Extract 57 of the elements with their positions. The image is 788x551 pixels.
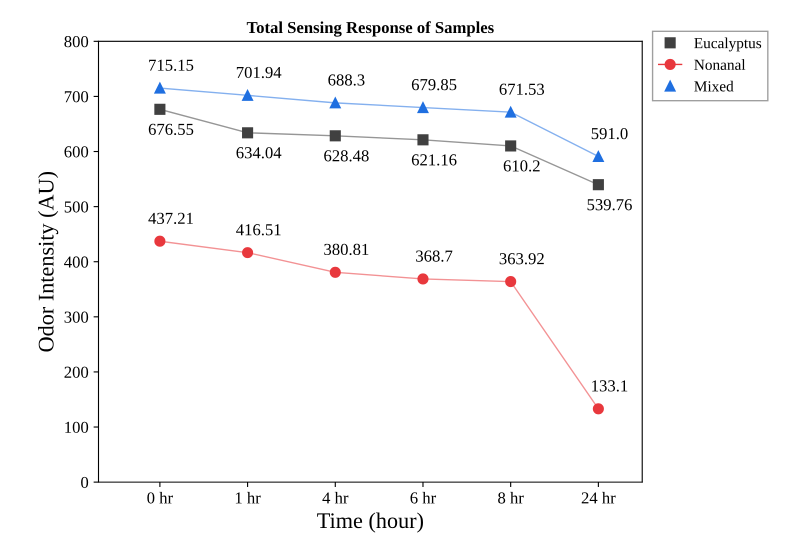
data-label: 380.81 [324,244,368,256]
y-tick-label: 800 [64,36,88,48]
data-label: 671.53 [500,84,544,95]
point [242,90,254,101]
point [154,104,166,115]
y-tick-label: 400 [64,256,88,268]
y-tick-label: 700 [64,91,88,102]
data-label: 416.51 [236,224,281,236]
legend-label: Nonanal [694,59,746,70]
x-tick-label: 1 hr [236,492,261,504]
x-tick-label: 24 hr [582,492,616,504]
data-label: 688.3 [328,74,364,86]
point [242,247,254,258]
y-tick-label: 600 [64,146,88,158]
point [592,179,604,190]
legend-label: Mixed [694,80,734,92]
point [330,97,341,108]
point [417,273,429,285]
x-tick-label: 8 hr [498,492,524,504]
point [154,82,166,94]
point [330,130,341,142]
point [505,140,516,152]
y-tick-label: 0 [81,476,88,488]
y-tick-label: 100 [65,422,88,433]
point [330,266,341,278]
y-tick-label: 500 [64,201,88,213]
data-label: 591.0 [592,128,628,140]
data-label: 437.21 [148,212,193,224]
chart-title: Total Sensing Response of Samples [246,21,494,37]
point [505,276,516,288]
x-tick-label: 4 hr [322,492,348,504]
data-label: 679.85 [412,79,456,90]
data-label: 363.92 [500,253,544,264]
data-label: 368.7 [416,250,452,262]
point [592,403,604,414]
point [154,236,166,247]
y-axis-title: Odor Intensity (AU) [38,172,58,352]
legend-label: Eucalyptus [694,38,762,52]
y-tick-label: 300 [64,312,88,323]
data-label: 610.2 [504,160,540,172]
y-tick-label: 200 [64,366,88,378]
point [417,102,429,114]
data-label: 621.16 [412,154,457,166]
point [505,106,516,118]
data-label: 539.76 [588,199,632,210]
data-label: 634.04 [236,147,282,158]
point [592,150,604,162]
data-label: 676.55 [148,124,194,136]
point [242,127,254,138]
x-tick-label: 6 hr [410,492,436,504]
data-label: 628.48 [324,150,369,162]
data-label: 701.94 [236,66,282,78]
x-axis-title: Time (hour) [317,512,423,533]
point [417,134,429,146]
data-label: 133.1 [592,380,628,392]
x-tick-label: 0 hr [147,492,173,504]
data-label: 715.15 [149,60,194,71]
